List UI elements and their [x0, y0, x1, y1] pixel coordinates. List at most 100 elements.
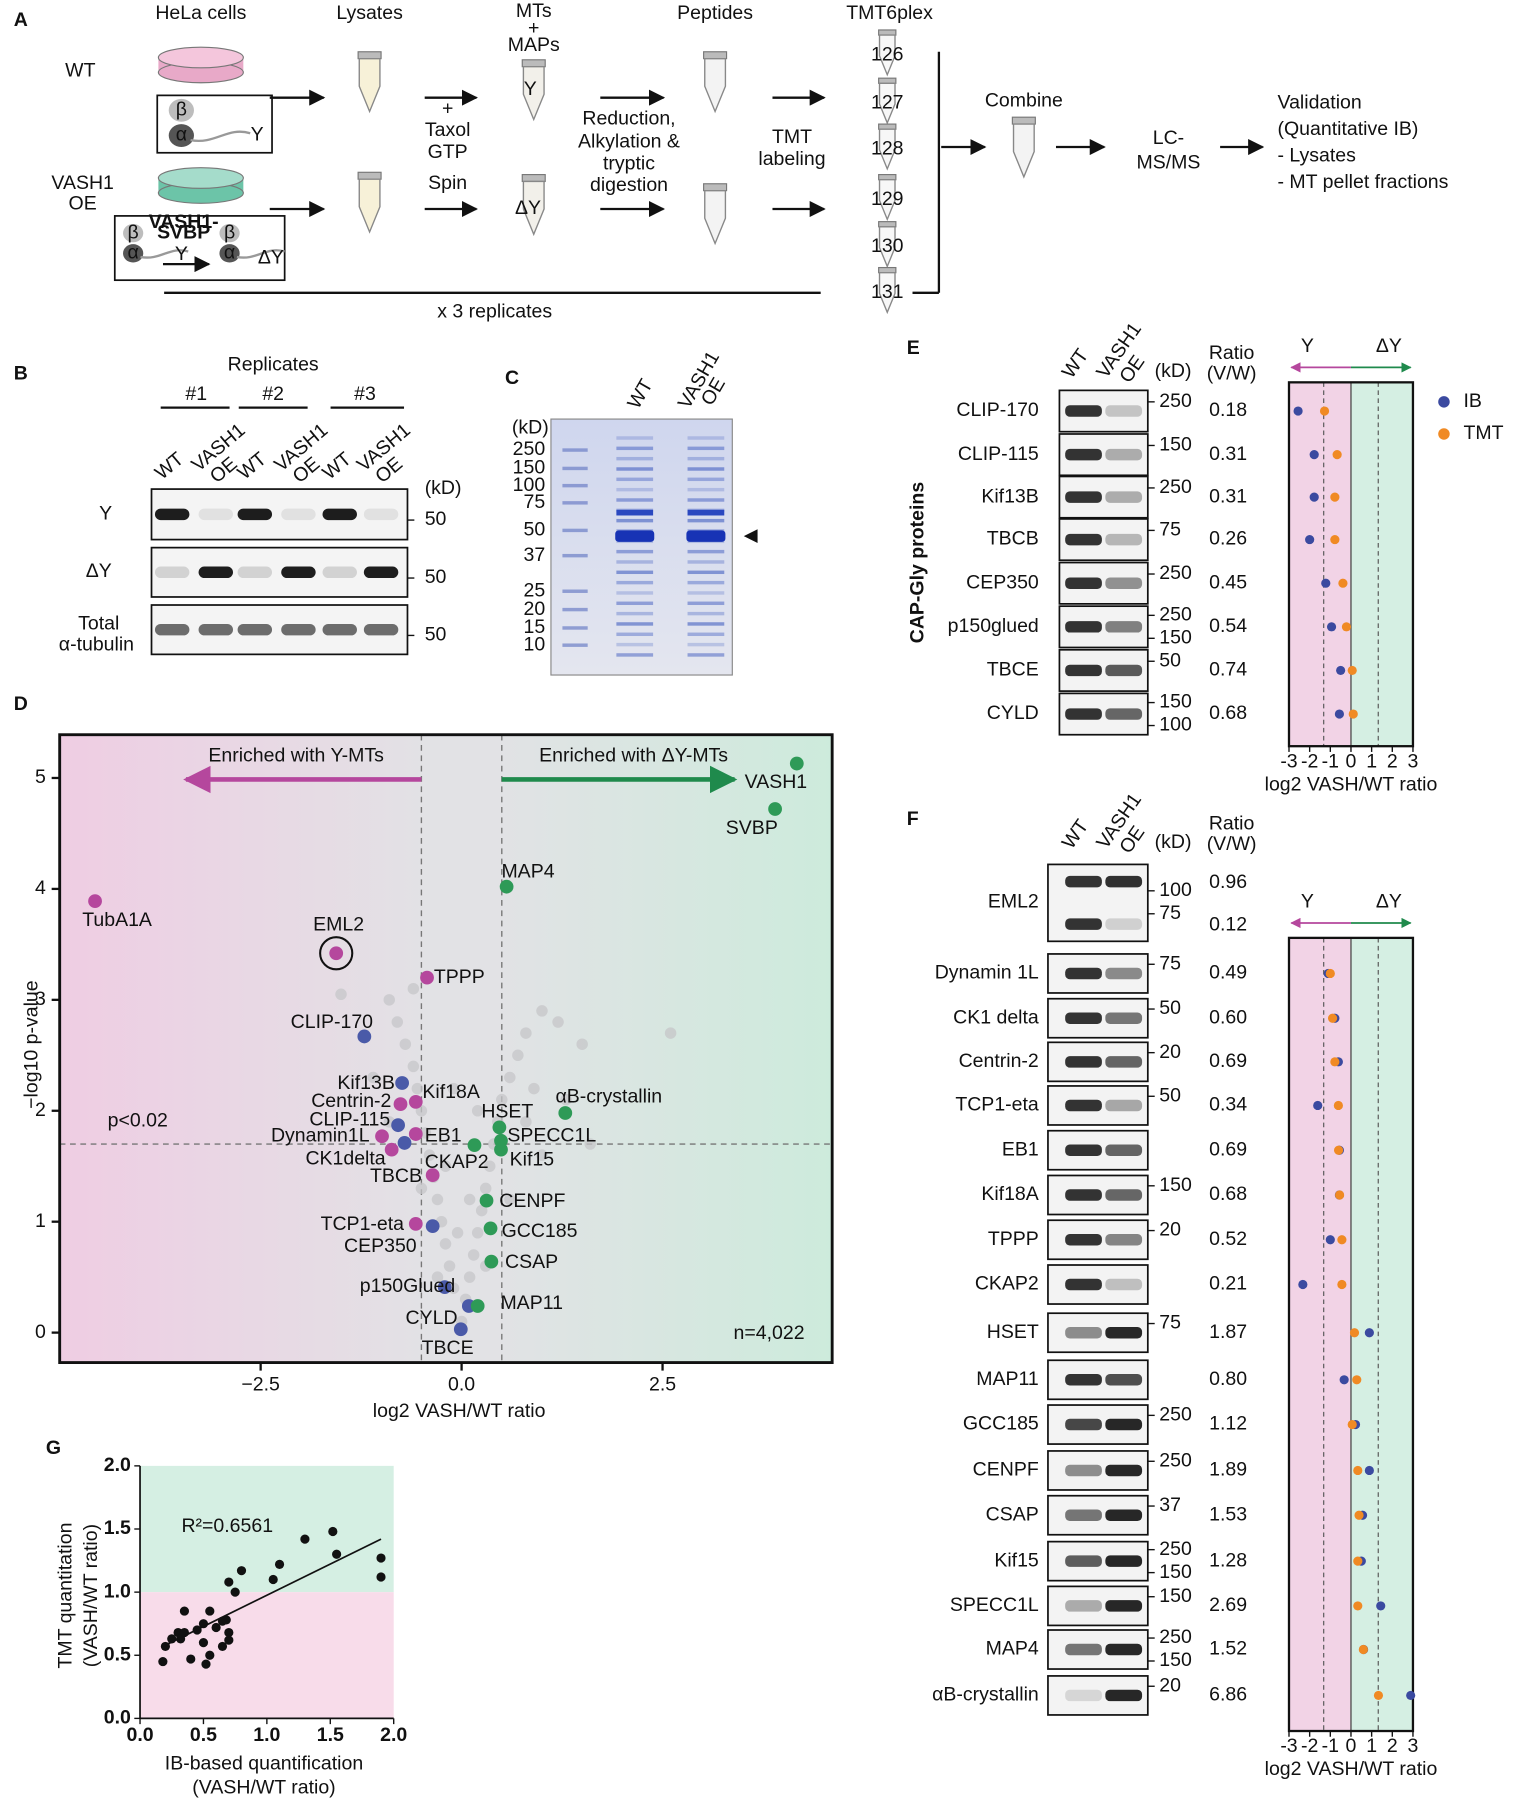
- row-label: CSAP: [986, 1503, 1039, 1525]
- kd-marker: 150: [1159, 691, 1192, 713]
- gel-band: [687, 653, 725, 657]
- region-dy: [1350, 937, 1413, 1732]
- tube: [704, 189, 727, 246]
- point-label: VASH1: [745, 771, 807, 793]
- band: [1105, 1418, 1143, 1431]
- band: [1105, 875, 1143, 888]
- dot: [1335, 1190, 1345, 1200]
- y-axis-title: −log10 p-value: [20, 980, 42, 1108]
- x-tick-label: 2: [1387, 750, 1398, 772]
- gel-band: [687, 549, 725, 554]
- ratio: 1.87: [1209, 1321, 1247, 1343]
- band: [1105, 1643, 1143, 1656]
- point-label: SPECC1L: [507, 1125, 596, 1147]
- band: [1065, 1056, 1102, 1068]
- point: [536, 1005, 548, 1017]
- point: [408, 1095, 423, 1109]
- band: [198, 623, 234, 636]
- kd-marker: 20: [1159, 1674, 1181, 1696]
- point-label: CLIP-170: [291, 1011, 374, 1033]
- point: [395, 1076, 410, 1090]
- point-label: p150Glued: [360, 1275, 455, 1297]
- band: [1105, 1326, 1143, 1339]
- side-label: Y: [1301, 335, 1314, 357]
- gel-band: [687, 509, 725, 516]
- point: [496, 1093, 508, 1106]
- caption: CAP-Gly proteins: [906, 482, 928, 644]
- point: [492, 1120, 507, 1135]
- gel-band: [686, 530, 726, 542]
- x-tick-label: 0: [1346, 750, 1357, 772]
- band: [1105, 621, 1143, 633]
- annotation: p<0.02: [108, 1110, 168, 1132]
- point: [408, 1217, 423, 1231]
- step-text: MS/MS: [1137, 151, 1201, 173]
- kd-marker: 250: [1159, 390, 1192, 412]
- y-tick-label: 0.5: [104, 1643, 131, 1665]
- point: [536, 1149, 548, 1161]
- point: [391, 1118, 405, 1133]
- dot: [1338, 578, 1348, 588]
- panel-label: B: [14, 362, 28, 384]
- point: [399, 1038, 412, 1050]
- tmt-label: 128: [871, 137, 904, 159]
- row-label: EML2: [988, 890, 1039, 912]
- band: [1065, 1418, 1102, 1431]
- gel-band: [687, 591, 725, 595]
- point-label: CK1delta: [305, 1148, 385, 1170]
- x-tick-label: -3: [1280, 1735, 1297, 1757]
- dot: [1334, 709, 1344, 719]
- kd-marker: 50: [1159, 649, 1181, 671]
- tmt-label: 127: [871, 92, 904, 114]
- point: [221, 1615, 231, 1625]
- side-label: ΔY: [1376, 890, 1402, 912]
- tube: [878, 226, 896, 269]
- dot: [1364, 1328, 1374, 1338]
- point: [463, 1193, 476, 1206]
- point: [328, 1526, 338, 1537]
- band: [1065, 621, 1102, 633]
- point: [419, 1127, 432, 1139]
- step-label: +: [528, 17, 539, 39]
- x-tick-label: 0.0: [448, 1374, 475, 1396]
- dot: [1330, 492, 1340, 502]
- kd-marker: 150: [1159, 1174, 1192, 1196]
- tmt-label: 126: [871, 43, 904, 65]
- step-label: MTs: [516, 0, 552, 22]
- point: [483, 1160, 496, 1172]
- band: [237, 566, 273, 579]
- replicate: #3: [354, 383, 376, 405]
- point: [479, 1193, 494, 1208]
- point-label: TPPP: [434, 966, 485, 988]
- gel-band: [616, 498, 654, 502]
- band: [1105, 1555, 1143, 1567]
- band: [1065, 1278, 1102, 1291]
- row-label: Dynamin 1L: [935, 962, 1039, 984]
- kd-marker: 15: [524, 616, 546, 638]
- point: [471, 1105, 484, 1117]
- point: [443, 1260, 456, 1272]
- band: [1065, 491, 1102, 503]
- dot: [1325, 968, 1335, 979]
- band: [1105, 1374, 1143, 1386]
- point: [300, 1534, 310, 1544]
- fit-line: [162, 1538, 382, 1648]
- point-label: Centrin-2: [311, 1090, 391, 1112]
- highlight-ring: [319, 936, 354, 971]
- frame: [58, 733, 834, 1365]
- detyr-label: ΔY: [515, 197, 541, 219]
- point: [186, 1654, 196, 1664]
- y-tick-label: 4: [35, 877, 46, 899]
- tube: [704, 57, 727, 114]
- gel-band: [616, 611, 654, 616]
- dot: [1341, 622, 1352, 632]
- tail: [236, 249, 285, 259]
- point: [437, 1280, 452, 1295]
- row-label: CEP350: [966, 571, 1039, 593]
- band: [1105, 918, 1143, 930]
- ratio: 0.34: [1209, 1094, 1247, 1116]
- step-text: (Quantitative IB): [1278, 118, 1419, 140]
- band: [1105, 491, 1143, 503]
- kd-marker: 50: [1159, 997, 1181, 1019]
- kd-marker: 100: [513, 474, 546, 496]
